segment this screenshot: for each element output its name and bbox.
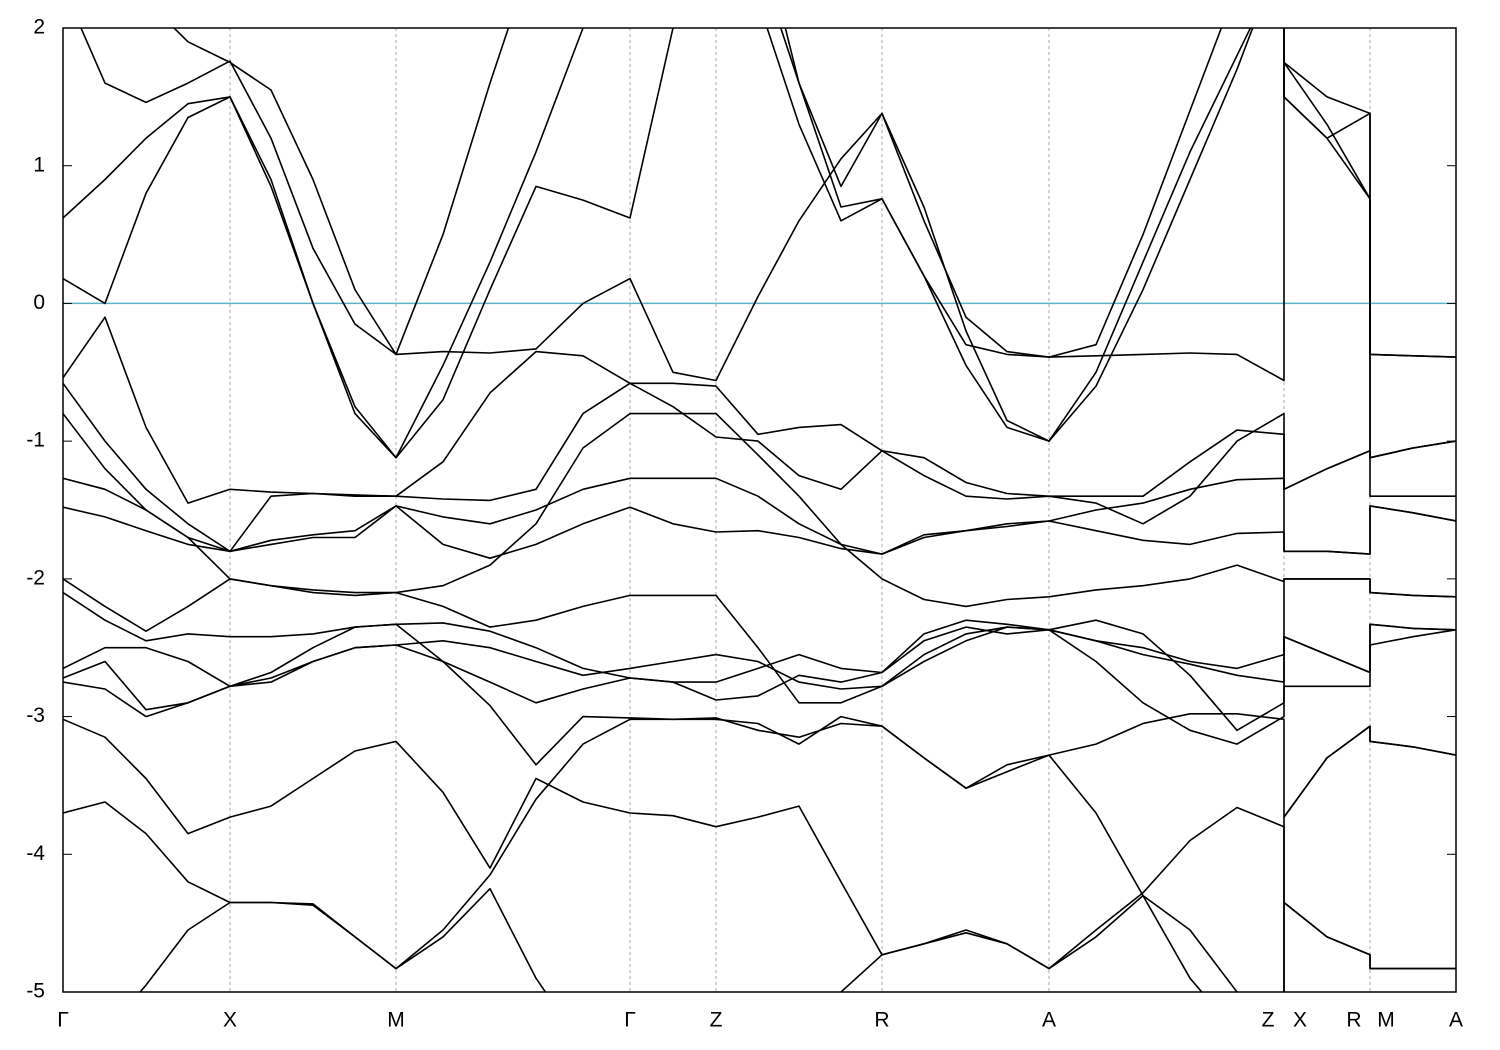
x-tick-label: X: [223, 1009, 237, 1032]
band-line: [63, 626, 1456, 745]
band-line: [63, 578, 1456, 732]
x-tick-label: R: [874, 1009, 889, 1032]
band-line: [63, 477, 1456, 555]
x-tick-label: Γ: [624, 1009, 636, 1032]
band-line: [63, 505, 1456, 559]
y-tick-label: 1: [33, 153, 45, 176]
x-tick-label: Z: [710, 1009, 723, 1032]
band-line: [63, 28, 1456, 459]
y-tick-label: 2: [33, 16, 45, 39]
y-tick-label: -3: [26, 704, 45, 727]
y-tick-label: -2: [26, 566, 45, 589]
band-line: [172, 28, 1456, 459]
y-tick-label: -1: [26, 429, 45, 452]
y-tick-label: 0: [33, 291, 45, 314]
x-tick-label: A: [1042, 1009, 1056, 1032]
plot-frame: [62, 27, 1457, 993]
grid: [63, 28, 1456, 992]
band-line: [63, 623, 1456, 992]
band-line: [63, 316, 1456, 504]
band-line: [63, 412, 1456, 608]
x-tick-label: M: [1377, 1009, 1395, 1032]
y-tick-label: -4: [26, 842, 45, 865]
band-line: [80, 28, 1456, 382]
x-tick-label: Z: [1262, 1009, 1275, 1032]
x-tick-label: M: [387, 1009, 405, 1032]
band-line: [63, 623, 1456, 690]
band-line: [139, 887, 1456, 992]
band-line: [63, 713, 1456, 970]
y-tick-label: -5: [26, 980, 45, 1003]
band-line: [63, 28, 1456, 459]
band-line: [63, 718, 1456, 970]
x-tick-label: Γ: [57, 1009, 69, 1032]
x-tick-label: R: [1346, 1009, 1361, 1032]
x-tick-label: A: [1449, 1009, 1463, 1032]
x-tick-label: X: [1293, 1009, 1307, 1032]
band-line: [63, 591, 1456, 683]
band-line: [63, 382, 1456, 553]
bands: [63, 28, 1456, 992]
